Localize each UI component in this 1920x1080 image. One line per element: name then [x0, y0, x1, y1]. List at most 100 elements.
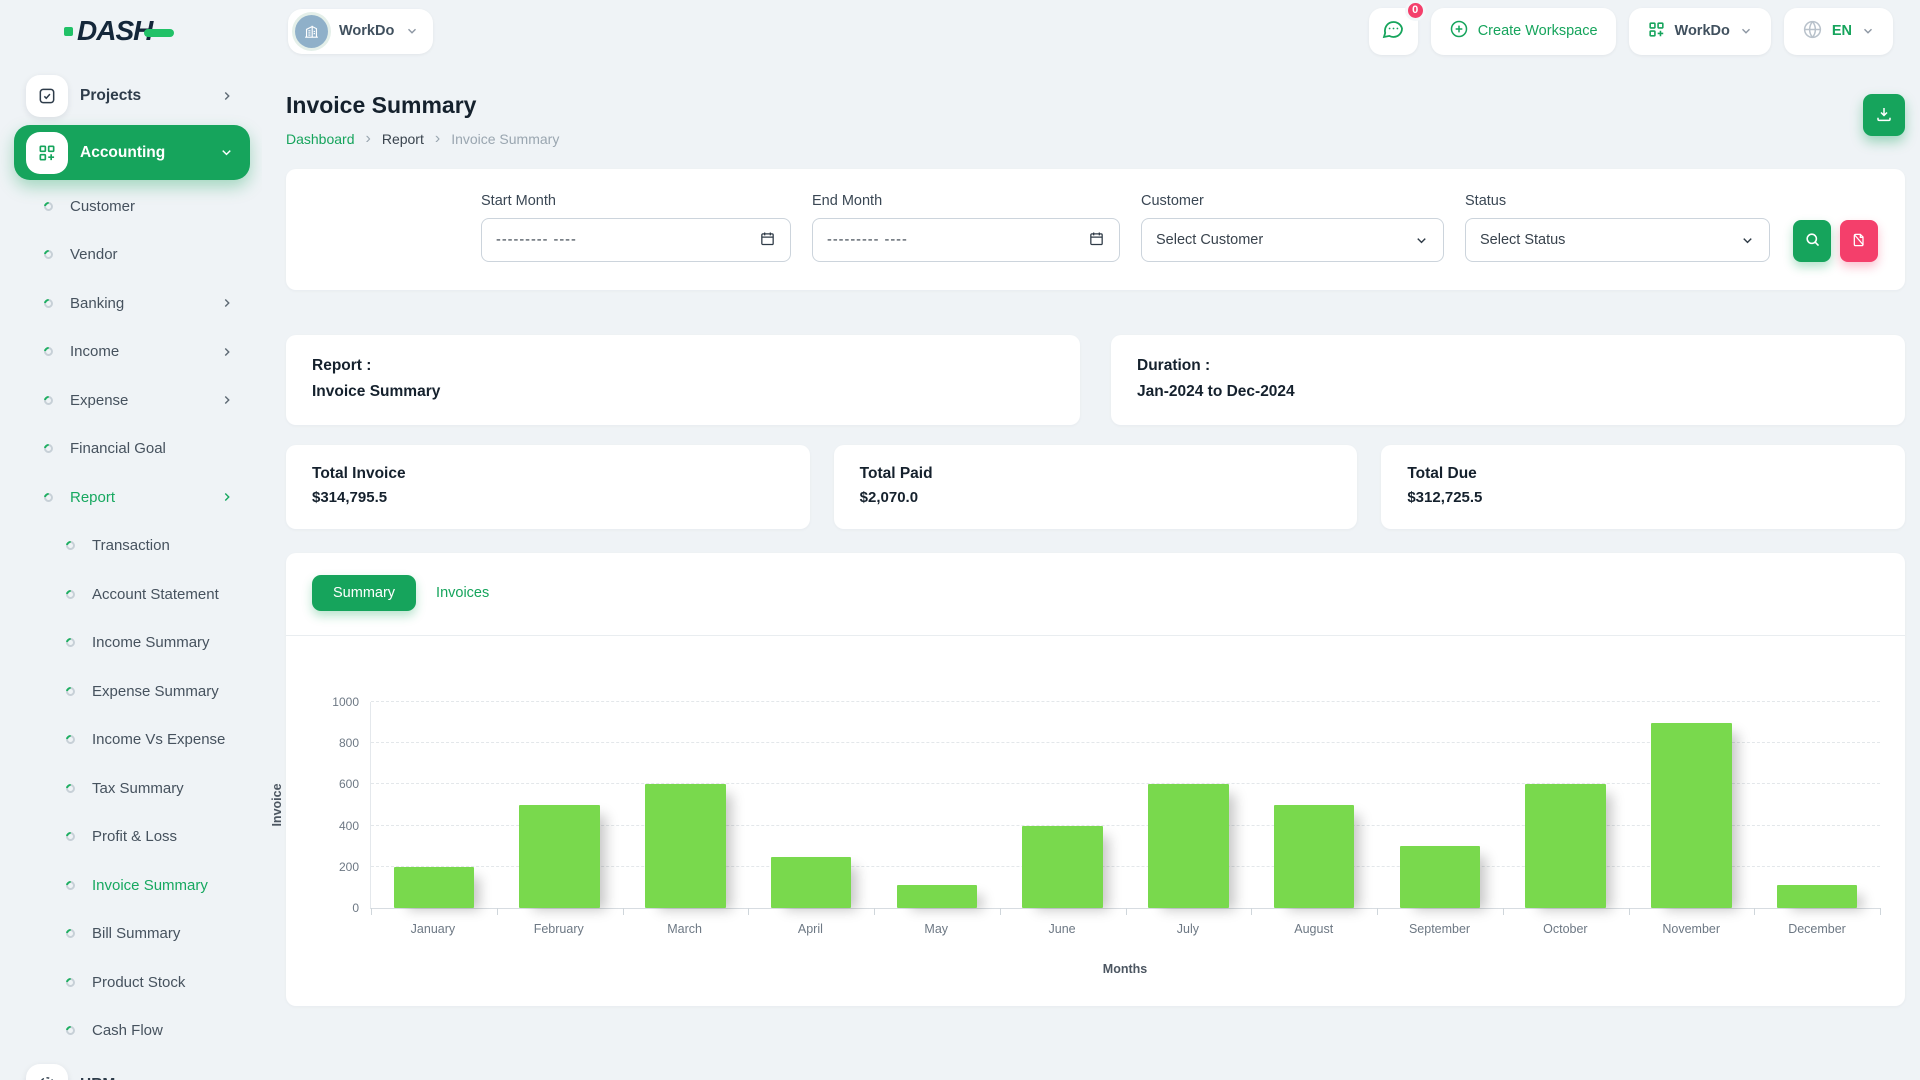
filter-panel: Start Month --------- ---- End Month ---… [286, 169, 1905, 290]
sidebar-item-label: Income Summary [92, 634, 210, 651]
breadcrumb-report[interactable]: Report [382, 131, 424, 147]
x-tick-label: July [1125, 922, 1251, 936]
sidebar-item-label: Cash Flow [92, 1022, 163, 1039]
main-content: Invoice Summary Dashboard › Report › Inv… [262, 62, 1920, 1080]
bullet-icon [42, 442, 55, 455]
x-axis-tick [748, 908, 749, 915]
x-tick-label: January [370, 922, 496, 936]
chevron-right-icon [220, 89, 234, 103]
workspace-dropdown[interactable]: WorkDo [1629, 8, 1771, 55]
sidebar-item-income[interactable]: Income [14, 328, 250, 377]
bullet-icon [42, 200, 55, 213]
sidebar-item-accounting[interactable]: Accounting [14, 125, 250, 180]
invoice-bar-chart: Invoice 02004006008001000 JanuaryFebruar… [370, 702, 1880, 976]
sidebar-item-expense-summary[interactable]: Expense Summary [14, 667, 250, 716]
x-axis-tick [1754, 908, 1755, 915]
y-tick-label: 800 [309, 736, 359, 750]
bullet-icon [64, 782, 77, 795]
bullet-icon [64, 1024, 77, 1037]
sidebar-item-invoice-summary[interactable]: Invoice Summary [14, 861, 250, 910]
bullet-icon [42, 297, 55, 310]
sidebar-item-transaction[interactable]: Transaction [14, 522, 250, 571]
sidebar-item-cash-flow[interactable]: Cash Flow [14, 1007, 250, 1056]
sidebar-item-tax-summary[interactable]: Tax Summary [14, 764, 250, 813]
sidebar-item-profit-loss[interactable]: Profit & Loss [14, 813, 250, 862]
x-axis-tick [1251, 908, 1252, 915]
bullet-icon [42, 491, 55, 504]
sidebar-item-income-vs-expense[interactable]: Income Vs Expense [14, 716, 250, 765]
sidebar-item-label: Projects [80, 87, 141, 105]
logo-text: DASH [77, 15, 152, 47]
sidebar-item-financial-goal[interactable]: Financial Goal [14, 425, 250, 474]
search-button[interactable] [1793, 220, 1831, 262]
x-axis-tick [1377, 908, 1378, 915]
x-tick-label: June [999, 922, 1125, 936]
report-label: Report : [312, 357, 1054, 375]
sidebar-item-label: Profit & Loss [92, 828, 177, 845]
bar-slot-march [623, 702, 749, 908]
search-icon [1804, 231, 1821, 251]
end-month-input[interactable]: --------- ---- [812, 218, 1120, 262]
download-button[interactable] [1863, 94, 1905, 136]
sidebar-item-label: Report [70, 489, 115, 506]
create-workspace-button[interactable]: Create Workspace [1431, 8, 1616, 55]
top-header: DASH WorkDo 0 [0, 0, 1920, 62]
sidebar-item-expense[interactable]: Expense [14, 376, 250, 425]
bar-september [1400, 846, 1480, 908]
x-tick-label: May [873, 922, 999, 936]
messages-button[interactable]: 0 [1369, 8, 1418, 55]
bar-july [1148, 784, 1228, 908]
bar-may [897, 885, 977, 908]
sidebar-item-account-statement[interactable]: Account Statement [14, 570, 250, 619]
bar-january [394, 867, 474, 908]
grid-plus-icon [1647, 20, 1666, 43]
report-card: Report : Invoice Summary [286, 335, 1080, 425]
tab-invoices[interactable]: Invoices [436, 585, 489, 601]
tabs-divider [286, 635, 1905, 636]
sidebar-item-projects[interactable]: Projects [14, 68, 250, 123]
sidebar-item-product-stock[interactable]: Product Stock [14, 958, 250, 1007]
duration-label: Duration : [1137, 357, 1879, 375]
bar-slot-june [1000, 702, 1126, 908]
app-logo[interactable]: DASH [64, 15, 174, 47]
sidebar-item-vendor[interactable]: Vendor [14, 231, 250, 280]
y-tick-label: 600 [309, 777, 359, 791]
sidebar-item-report[interactable]: Report [14, 473, 250, 522]
sidebar-item-income-summary[interactable]: Income Summary [14, 619, 250, 668]
x-axis-tick [1629, 908, 1630, 915]
chevron-down-icon [1414, 233, 1429, 248]
bullet-icon [64, 879, 77, 892]
page-title: Invoice Summary [286, 92, 559, 119]
sidebar-item-hrm[interactable]: HRM [14, 1057, 250, 1080]
sidebar-item-label: Product Stock [92, 974, 185, 991]
bar-slot-october [1503, 702, 1629, 908]
workspace-chip[interactable]: WorkDo [288, 9, 433, 54]
sidebar-item-banking[interactable]: Banking [14, 279, 250, 328]
language-dropdown[interactable]: EN [1784, 8, 1893, 55]
chart-card: Summary Invoices Invoice 020040060080010… [286, 553, 1905, 1006]
chevron-down-icon [405, 24, 419, 38]
bar-june [1022, 826, 1102, 908]
status-label: Status [1465, 193, 1770, 209]
x-axis-title: Months [370, 962, 1880, 976]
breadcrumb-dashboard[interactable]: Dashboard [286, 131, 355, 147]
sidebar-item-customer[interactable]: Customer [14, 182, 250, 231]
tab-summary[interactable]: Summary [312, 575, 416, 611]
bar-october [1525, 784, 1605, 908]
x-axis-tick [874, 908, 875, 915]
sidebar-item-bill-summary[interactable]: Bill Summary [14, 910, 250, 959]
start-month-input[interactable]: --------- ---- [481, 218, 791, 262]
bar-november [1651, 723, 1731, 908]
x-tick-label: August [1251, 922, 1377, 936]
checkbox-icon [26, 75, 68, 117]
sidebar-item-label: Income [70, 343, 119, 360]
chart-tabs: Summary Invoices [286, 575, 1905, 611]
sidebar-item-label: Banking [70, 295, 124, 312]
customer-select[interactable]: Select Customer [1141, 218, 1444, 262]
bar-slot-may [874, 702, 1000, 908]
reset-button[interactable] [1840, 220, 1878, 262]
chevron-right-icon: › [366, 131, 371, 147]
logo-zone: DASH [0, 15, 262, 47]
plus-circle-icon [1449, 19, 1469, 43]
status-select[interactable]: Select Status [1465, 218, 1770, 262]
